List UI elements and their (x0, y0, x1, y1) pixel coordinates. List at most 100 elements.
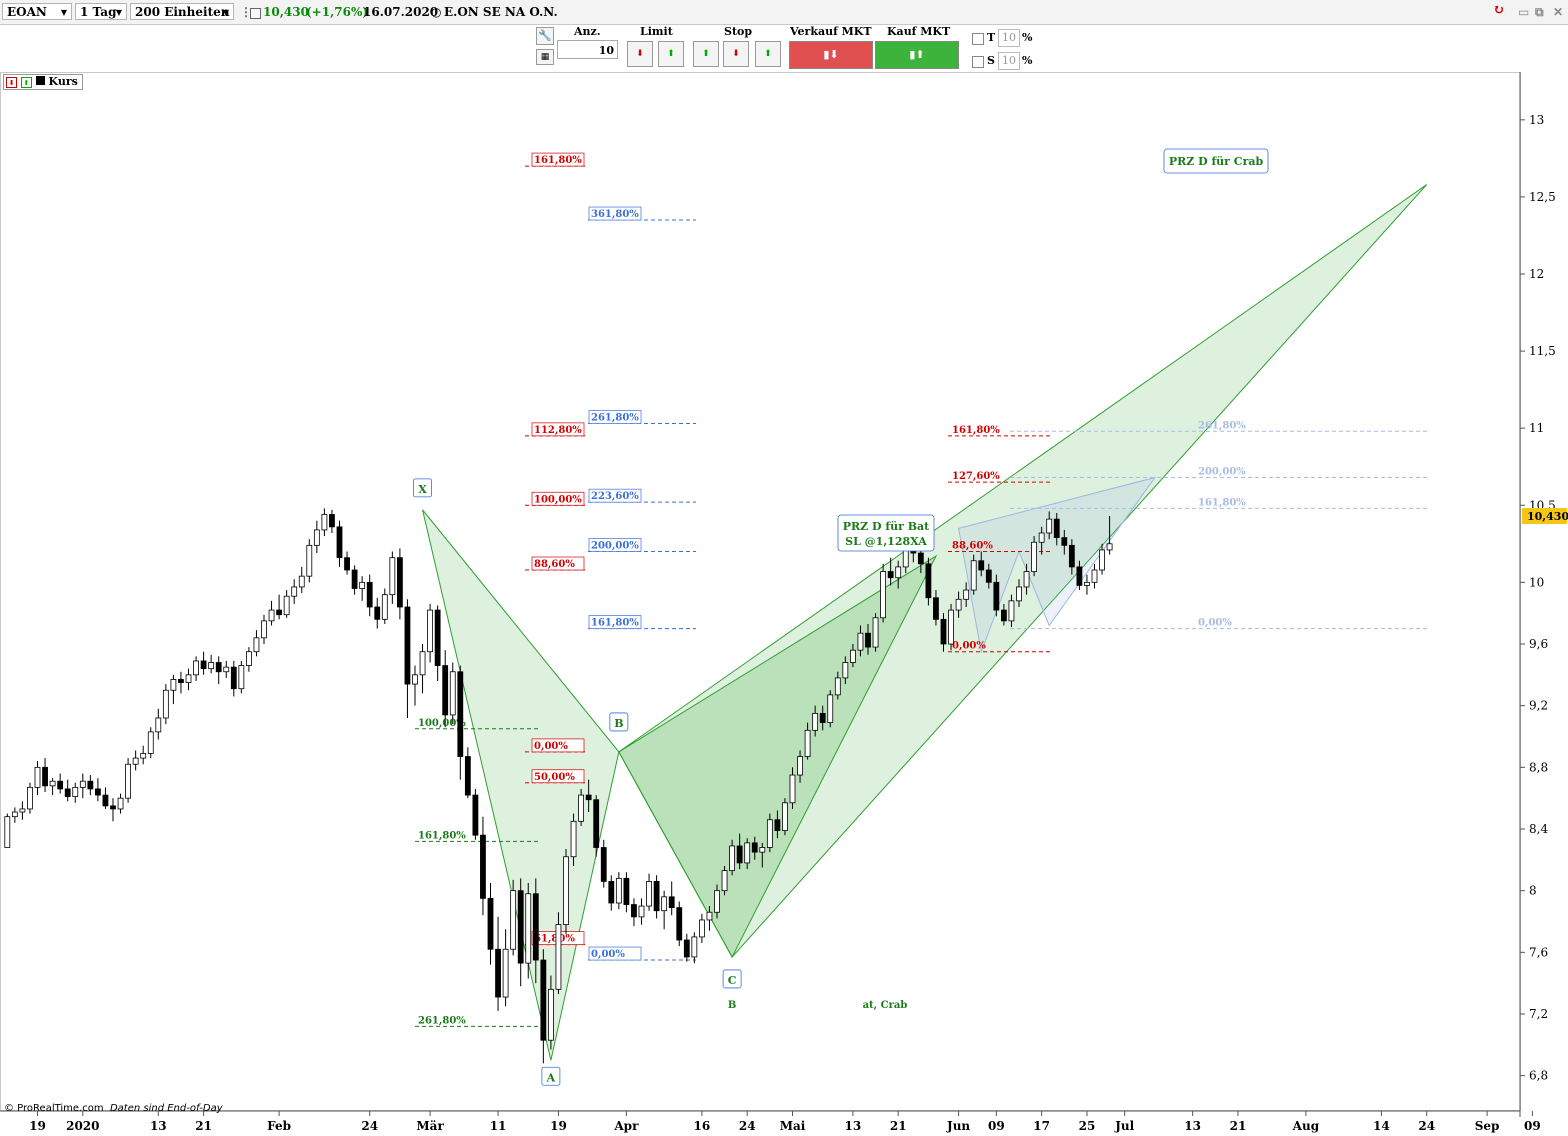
x-tick-label: Jun (946, 1119, 970, 1133)
last-price: 10,430 (263, 5, 309, 19)
x-tick-label: Mai (780, 1119, 806, 1133)
candle-body (933, 597, 939, 620)
candle-body (759, 847, 766, 853)
candle-body (95, 788, 101, 796)
close-icon[interactable]: ✕ (1553, 5, 1564, 19)
prz-bat-box (837, 514, 935, 552)
stop-loss-input[interactable]: 10 (998, 52, 1020, 70)
candle-body (525, 893, 532, 964)
fib-level-label: 361,80% (591, 209, 639, 220)
credit-note: Daten sind End-of-Day (109, 1103, 223, 1114)
candle-body (87, 780, 94, 790)
candle-body (396, 557, 403, 608)
candle-body (948, 609, 954, 645)
units-select[interactable]: 200 Einheiten ▼ (130, 3, 234, 20)
limit-label: Limit (640, 25, 673, 38)
candle-body (1091, 569, 1098, 583)
stop-loss-checkbox[interactable] (972, 56, 984, 68)
candle-body (178, 679, 184, 683)
candle-body (230, 666, 237, 690)
candle-body (223, 666, 230, 673)
candle-body (563, 856, 569, 925)
refresh-icon[interactable]: ↻ (1493, 2, 1505, 18)
x-tick-label: 14 (1373, 1119, 1390, 1133)
candle-body (351, 569, 358, 589)
candle-body (1084, 581, 1090, 586)
candle-body (570, 820, 577, 858)
fib-level-label: 0,00% (1198, 618, 1232, 629)
candle-body (245, 651, 252, 666)
x-tick-label: Aug (1292, 1119, 1320, 1133)
stop-limit-button[interactable]: ⬆ (755, 41, 781, 67)
fib-label-box (531, 556, 585, 571)
candle-body (940, 618, 947, 645)
candle-body (865, 632, 871, 648)
candle-body (751, 842, 758, 853)
sell-arrow-icon: ⬇ (636, 49, 644, 59)
candle-body (548, 988, 554, 1041)
wrench-icon[interactable]: 🔧 (536, 27, 554, 45)
credit-source: © ProRealTime.com (4, 1103, 104, 1114)
stop-sell-button[interactable]: ⬇ (723, 41, 749, 67)
candle-body (79, 780, 86, 788)
y-tick-label: 11,5 (1529, 344, 1556, 358)
take-profit-checkbox[interactable] (972, 33, 984, 45)
price-chart[interactable]: 6,87,27,688,48,89,29,61010,51111,51212,5… (0, 72, 1568, 1136)
candle-body (1061, 537, 1068, 546)
candle-body (480, 834, 486, 899)
fib-label-box (531, 738, 585, 753)
pattern-blue-shape (958, 476, 1157, 654)
candle-body (985, 569, 992, 583)
y-tick-label: 6,8 (1529, 1069, 1548, 1083)
candle-body (1076, 566, 1083, 586)
stop-buy-button[interactable]: ⬆ (693, 41, 719, 67)
limit-sell-button[interactable]: ⬇ (627, 41, 653, 67)
qty-input[interactable]: 10 (557, 40, 618, 59)
fib-level-label: 261,80% (1198, 420, 1246, 431)
candle-body (834, 677, 841, 696)
take-profit-input[interactable]: 10 (998, 29, 1020, 47)
y-tick-label: 8 (1529, 884, 1537, 898)
candle-body (434, 609, 441, 666)
candle-body (495, 948, 501, 998)
candle-body (683, 939, 690, 958)
last-price-label: 10,430 (1527, 510, 1568, 523)
candle-body (404, 606, 411, 685)
sell-arrow-icon[interactable]: ⬇ (6, 77, 17, 88)
restore-icon[interactable]: ⧉ (1535, 5, 1544, 19)
symbol-select[interactable]: EOAN ▼ (2, 3, 72, 20)
interval-select[interactable]: 1 Tag ▼ (75, 3, 127, 20)
candle-body (1106, 543, 1113, 551)
candle-body (381, 594, 388, 620)
candle-body (970, 560, 977, 591)
sell-market-button[interactable]: ▮⬇ (789, 41, 873, 69)
buy-arrow-icon[interactable]: ⬆ (20, 77, 32, 88)
compare-icon[interactable] (250, 8, 261, 19)
candle-body (487, 897, 494, 950)
instrument-name: E.ON SE NA O.N. (444, 5, 558, 19)
candle-body (963, 589, 970, 600)
fib-label-box (588, 206, 642, 221)
candle-body (1053, 518, 1060, 539)
candle-body (34, 766, 41, 788)
point-x-label: X (418, 483, 427, 496)
x-tick-label: 09 (1524, 1119, 1541, 1133)
candle-body (238, 665, 245, 690)
candle-body (261, 620, 267, 639)
keypad-icon[interactable]: ▦ (536, 49, 554, 65)
prz-bat-stop-label: SL @1,128XA (845, 535, 927, 548)
x-tick-label: 13 (845, 1119, 862, 1133)
minimize-icon[interactable]: ▭ (1518, 5, 1530, 19)
fib-level-label: 112,80% (534, 425, 582, 436)
limit-buy-button[interactable]: ⬆ (658, 41, 684, 67)
plot-area (0, 72, 1521, 1111)
take-profit-pct: % (1022, 31, 1033, 44)
buy-market-button[interactable]: ▮⬆ (875, 41, 959, 69)
candle-body (1016, 586, 1022, 602)
fib-level-label: 0,00% (952, 641, 986, 652)
pattern-caption: Bat, Crab (728, 1000, 907, 1011)
candle-body (880, 571, 886, 619)
prz-crab-box (1163, 148, 1269, 174)
candle-body (736, 845, 743, 864)
fib-level-label: 161,80% (591, 618, 639, 629)
